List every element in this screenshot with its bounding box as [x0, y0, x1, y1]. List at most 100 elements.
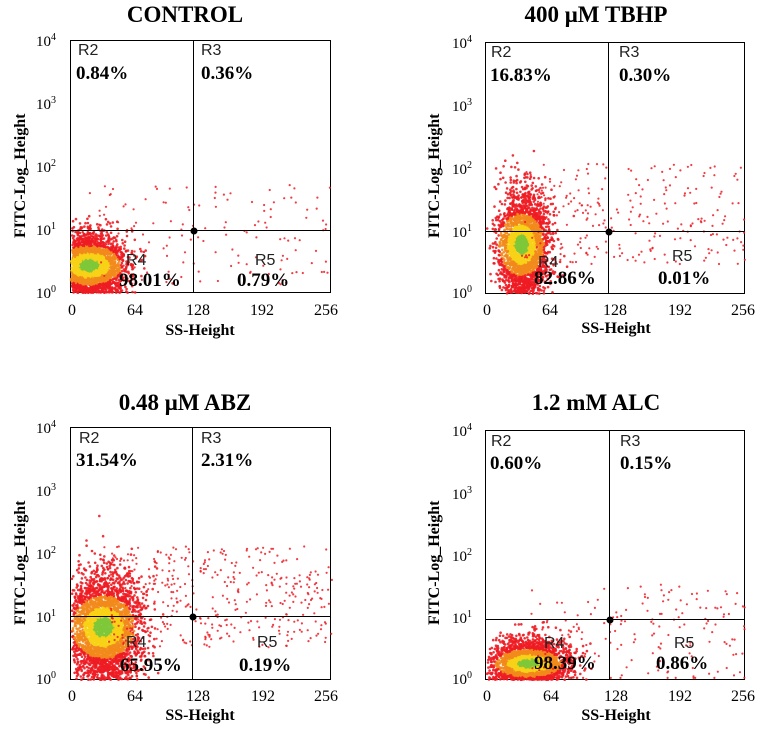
scatter-point: [101, 251, 104, 254]
scatter-point: [523, 176, 526, 180]
gate-handle[interactable]: [190, 227, 198, 235]
scatter-point: [97, 261, 101, 264]
scatter-point: [109, 231, 113, 235]
gate-vertical-line[interactable]: [193, 41, 194, 292]
scatter-point: [105, 256, 108, 260]
scatter-point: [284, 281, 288, 284]
scatter-point: [122, 205, 125, 208]
scatter-point: [78, 256, 81, 260]
gate-horizontal-line[interactable]: [71, 230, 330, 231]
scatter-point: [180, 275, 183, 279]
scatter-point: [108, 270, 111, 274]
scatter-point: [281, 279, 284, 282]
scatter-point: [495, 257, 498, 260]
scatter-point: [117, 269, 120, 272]
scatter-point: [287, 239, 290, 242]
scatter-point: [133, 225, 136, 228]
scatter-point: [98, 244, 101, 248]
scatter-point: [77, 270, 80, 274]
scatter-point: [283, 237, 286, 240]
scatter-point: [108, 222, 112, 225]
scatter-point: [130, 284, 134, 288]
scatter-point: [83, 225, 86, 228]
scatter-point: [102, 257, 106, 261]
scatter-point: [553, 221, 557, 225]
scatter-point: [225, 233, 228, 236]
scatter-point: [515, 203, 518, 206]
scatter-point: [269, 208, 272, 211]
scatter-point: [82, 272, 86, 275]
scatter-point: [95, 223, 99, 226]
scatter-point: [78, 273, 82, 276]
scatter-point: [86, 257, 90, 260]
scatter-point: [86, 279, 89, 282]
scatter-point: [497, 249, 500, 252]
scatter-point: [542, 233, 545, 237]
scatter-point: [540, 258, 543, 262]
scatter-point: [534, 189, 538, 193]
scatter-point: [103, 253, 107, 256]
scatter-point: [71, 286, 75, 289]
scatter-point: [133, 291, 137, 294]
scatter-point: [110, 260, 113, 264]
scatter-point: [130, 251, 133, 255]
scatter-point: [511, 216, 514, 219]
scatter-point: [105, 273, 108, 277]
scatter-point: [98, 209, 101, 212]
scatter-point: [515, 191, 519, 195]
scatter-point: [295, 271, 298, 274]
scatter-point: [162, 201, 165, 204]
scatter-point: [71, 219, 75, 223]
scatter-point: [94, 259, 97, 262]
scatter-point: [98, 277, 101, 281]
scatter-point: [84, 239, 88, 242]
scatter-point: [132, 277, 136, 280]
scatter-point: [544, 275, 548, 278]
scatter-point: [536, 286, 540, 290]
panel-tbhp: 400 μM TBHP R2 16.83% R3 0.30% R4 82.86%…: [412, 0, 765, 360]
scatter-point: [315, 207, 318, 210]
scatter-point: [98, 285, 102, 289]
scatter-point: [111, 279, 114, 282]
scatter-point: [119, 247, 123, 251]
scatter-point: [113, 254, 116, 258]
scatter-point: [94, 234, 97, 238]
scatter-point: [501, 176, 505, 180]
scatter-point: [117, 232, 120, 235]
x-tick: 0: [68, 302, 76, 319]
scatter-point: [530, 262, 534, 265]
scatter-point: [540, 192, 543, 195]
scatter-point: [185, 186, 188, 189]
scatter-point: [76, 264, 80, 267]
scatter-point: [528, 177, 532, 181]
scatter-point: [544, 206, 548, 209]
scatter-point: [154, 185, 157, 188]
scatter-point: [78, 241, 82, 245]
scatter-point: [294, 249, 297, 252]
scatter-point: [87, 282, 90, 285]
scatter-point: [120, 274, 124, 278]
scatter-point: [510, 289, 513, 292]
scatter-point: [119, 257, 123, 260]
scatter-point: [77, 231, 80, 234]
scatter-point: [164, 201, 167, 204]
scatter-point: [134, 221, 138, 224]
y-tick: 100: [36, 284, 56, 302]
scatter-point: [505, 227, 508, 231]
scatter-point: [77, 279, 81, 283]
scatter-point: [491, 242, 495, 245]
scatter-point: [324, 227, 327, 231]
scatter-point: [503, 246, 507, 250]
scatter-point: [90, 268, 94, 272]
scatter-point: [491, 219, 494, 222]
scatter-point: [504, 191, 508, 194]
scatter-point: [503, 274, 506, 278]
region-label-r4: R4: [126, 252, 147, 269]
scatter-point: [90, 283, 93, 287]
scatter-point: [189, 238, 192, 241]
scatter-point: [115, 234, 119, 238]
scatter-point: [507, 259, 510, 263]
scatter-point: [505, 261, 509, 264]
scatter-point: [188, 208, 191, 212]
scatter-point: [105, 240, 108, 243]
